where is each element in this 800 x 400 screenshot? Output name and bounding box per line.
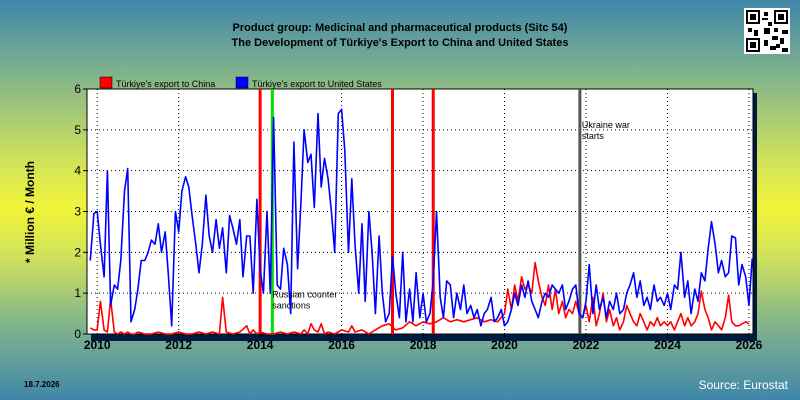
- legend-label: Türkiye's export to United States: [252, 79, 382, 89]
- legend-swatch: [99, 76, 113, 89]
- annotation-text: Russian counter sanctions: [272, 289, 337, 310]
- x-tick-label: 2024: [654, 338, 681, 352]
- y-tick-label: 4: [74, 164, 81, 178]
- gridlines: [87, 89, 753, 334]
- axis-ticks: 0 1 2 3 4 5 6 2010 2012 2014 2016 2018 2020 2022 2024 2…: [74, 82, 762, 352]
- y-tick-label: 5: [74, 123, 81, 137]
- x-tick-label: 2026: [736, 338, 763, 352]
- y-tick-label: 0: [74, 327, 81, 341]
- legend-label: Türkiye's export to China: [116, 79, 215, 89]
- x-tick-label: 2022: [573, 338, 600, 352]
- legend-swatch: [235, 76, 249, 89]
- china-series-line: [89, 261, 750, 335]
- x-tick-label: 2020: [491, 338, 518, 352]
- qr-code-icon[interactable]: [744, 8, 790, 54]
- annotation-text: Ukraine war starts: [582, 120, 630, 141]
- date-stamp: 18.7.2026: [24, 380, 60, 389]
- x-tick-label: 2012: [165, 338, 192, 352]
- y-tick-label: 3: [74, 205, 81, 219]
- chart-subtitle: The Development of Türkiye's Export to C…: [231, 37, 569, 49]
- usa-series-line: [89, 108, 753, 327]
- annotations: Russian counter sanctions Ukraine war start…: [272, 120, 630, 310]
- x-tick-label: 2016: [328, 338, 355, 352]
- x-tick-label: 2018: [410, 338, 437, 352]
- y-tick-label: 1: [74, 286, 81, 300]
- chart-title: Product group: Medicinal and pharmaceuti…: [232, 22, 568, 34]
- legend: Türkiye's export to China Türkiye's expor…: [99, 76, 382, 89]
- series-lines: [89, 108, 753, 335]
- source-label: Source: Eurostat: [698, 378, 788, 392]
- x-tick-label: 2014: [247, 338, 274, 352]
- y-tick-label: 6: [74, 82, 81, 96]
- x-tick-label: 2010: [84, 338, 111, 352]
- y-tick-label: 2: [74, 245, 81, 259]
